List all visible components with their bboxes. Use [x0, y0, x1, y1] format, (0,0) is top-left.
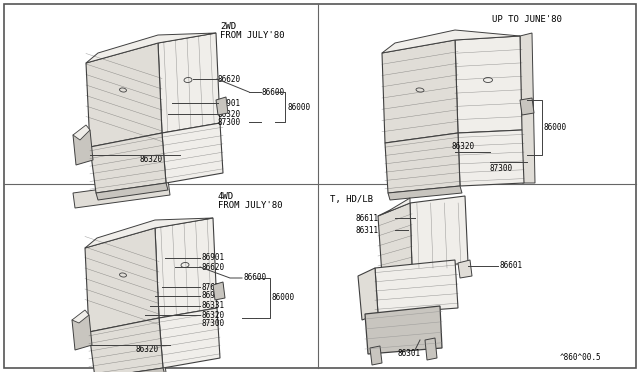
- Polygon shape: [378, 203, 412, 276]
- Polygon shape: [520, 33, 535, 183]
- Text: 86320: 86320: [140, 154, 163, 164]
- Polygon shape: [155, 218, 217, 318]
- Text: 86320: 86320: [135, 344, 158, 353]
- Text: 86611: 86611: [355, 214, 378, 222]
- Text: 86600: 86600: [243, 273, 266, 282]
- Text: 86600: 86600: [262, 87, 285, 96]
- Polygon shape: [95, 368, 165, 372]
- Text: 86000: 86000: [272, 294, 295, 302]
- Text: 86601: 86601: [499, 262, 522, 270]
- Polygon shape: [455, 36, 522, 133]
- Text: FROM JULY'80: FROM JULY'80: [218, 201, 282, 210]
- Text: 86000: 86000: [544, 122, 567, 131]
- Text: 86301: 86301: [398, 349, 421, 357]
- Polygon shape: [370, 346, 382, 365]
- Polygon shape: [85, 228, 159, 332]
- Text: 87300: 87300: [201, 318, 224, 327]
- Polygon shape: [458, 260, 472, 278]
- Text: 86901: 86901: [201, 253, 224, 263]
- Polygon shape: [385, 133, 460, 193]
- Polygon shape: [425, 338, 437, 360]
- Text: FROM JULY'80: FROM JULY'80: [220, 31, 285, 40]
- Polygon shape: [72, 315, 92, 350]
- Polygon shape: [90, 133, 166, 193]
- Polygon shape: [73, 125, 90, 140]
- Polygon shape: [382, 40, 458, 143]
- Text: 86620: 86620: [218, 74, 241, 83]
- Text: ^860^00.5: ^860^00.5: [560, 353, 602, 362]
- Polygon shape: [86, 33, 216, 63]
- Text: T, HD/LB: T, HD/LB: [330, 195, 373, 204]
- Text: 86320: 86320: [218, 109, 241, 119]
- Text: 86620: 86620: [201, 263, 224, 272]
- Polygon shape: [378, 198, 410, 216]
- Polygon shape: [89, 318, 163, 372]
- Text: 4WD: 4WD: [218, 192, 234, 201]
- Text: 87630: 87630: [201, 282, 224, 292]
- Polygon shape: [388, 186, 462, 200]
- Text: 86320: 86320: [452, 141, 475, 151]
- Text: 86311: 86311: [355, 225, 378, 234]
- Text: 87300: 87300: [490, 164, 513, 173]
- Polygon shape: [410, 196, 468, 268]
- Polygon shape: [382, 30, 520, 53]
- Polygon shape: [72, 365, 167, 372]
- Polygon shape: [365, 306, 442, 354]
- Polygon shape: [375, 260, 458, 314]
- Text: 87300: 87300: [218, 118, 241, 126]
- Polygon shape: [72, 310, 89, 323]
- Polygon shape: [73, 130, 93, 165]
- Polygon shape: [358, 268, 378, 320]
- Text: 86320: 86320: [201, 311, 224, 320]
- Polygon shape: [162, 123, 223, 183]
- Polygon shape: [73, 180, 170, 208]
- Polygon shape: [86, 43, 162, 147]
- Text: UP TO JUNE'80: UP TO JUNE'80: [492, 15, 562, 24]
- Polygon shape: [159, 308, 220, 368]
- Polygon shape: [158, 33, 220, 133]
- Text: 86901: 86901: [218, 99, 241, 108]
- Text: 86000: 86000: [287, 103, 310, 112]
- Polygon shape: [216, 97, 228, 115]
- Text: 2WD: 2WD: [220, 22, 236, 31]
- Text: 86331: 86331: [201, 301, 224, 311]
- Polygon shape: [520, 98, 534, 115]
- Polygon shape: [85, 218, 213, 248]
- Polygon shape: [458, 130, 524, 186]
- Polygon shape: [96, 183, 168, 200]
- Text: 86901: 86901: [201, 292, 224, 301]
- Polygon shape: [213, 282, 225, 300]
